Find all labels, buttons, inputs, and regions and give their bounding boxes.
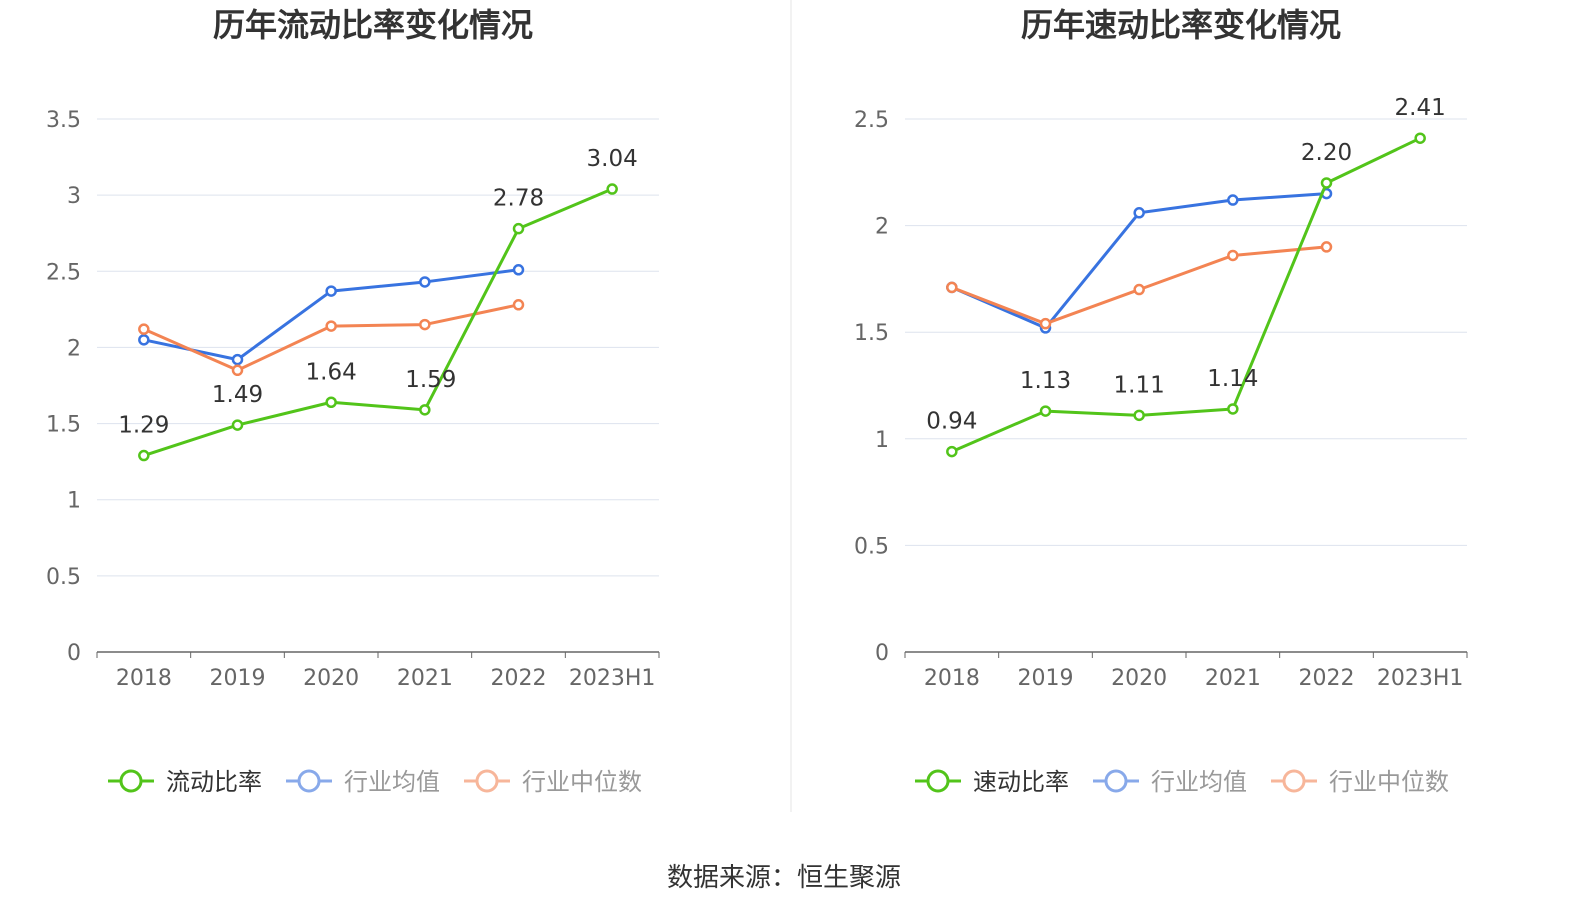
x-tick-label-2020: 2020 (1111, 666, 1167, 691)
chart-right: 历年速动比率变化情况 0 0.5 1 1.5 2 2.5 2018 2019 2020 2021 2… (854, 6, 1468, 796)
x-tick-label-2019: 2019 (1018, 666, 1074, 691)
data-point (1039, 405, 1052, 417)
legend-label: 行业均值 (1151, 768, 1247, 796)
data-point (1227, 249, 1239, 262)
data-label: 1.11 (1114, 372, 1165, 398)
data-label: 1.59 (405, 367, 456, 393)
data-point (138, 334, 150, 346)
y-tick-label: 2 (875, 215, 889, 240)
source-note: 数据来源：恒生聚源 (667, 863, 901, 893)
x-tick-label-2018: 2018 (924, 666, 980, 691)
legend-marker (119, 769, 143, 793)
x-tick-label-2020: 2020 (303, 666, 359, 691)
data-point (1133, 409, 1145, 422)
legend-label: 流动比率 (166, 768, 262, 796)
data-label: 1.29 (118, 413, 169, 439)
y-tick-label: 2.5 (46, 260, 81, 285)
y-tick-label: 1 (875, 428, 889, 453)
y-tick-label: 0.5 (854, 534, 889, 559)
data-label: 1.49 (212, 382, 263, 408)
data-point (419, 404, 431, 416)
data-point (1133, 283, 1145, 296)
legend: 速动比率 行业均值 行业中位数 (915, 768, 1449, 796)
plot-area: 0 0.5 1 1.5 2 2.5 2018 2019 2020 2021 2022 2023H1 0.… (854, 95, 1468, 691)
x-tick-label-2021: 2021 (397, 666, 453, 691)
data-point (325, 285, 337, 297)
legend-marker (475, 769, 499, 793)
data-point (1320, 241, 1333, 253)
data-point (512, 299, 525, 311)
data-point (138, 449, 150, 462)
data-point (1133, 207, 1145, 219)
y-tick-label: 2 (67, 336, 81, 361)
data-point (231, 419, 244, 431)
data-point (946, 281, 958, 294)
y-tick-label: 3 (67, 184, 81, 209)
x-tick-label-2022: 2022 (491, 666, 547, 691)
data-label: 1.13 (1020, 368, 1071, 394)
x-tick-label-2023h1: 2023H1 (569, 666, 656, 691)
y-tick-label: 1 (67, 489, 81, 514)
data-label: 2.41 (1395, 95, 1446, 121)
y-tick-label: 1.5 (46, 413, 81, 438)
data-point (1039, 317, 1052, 330)
data-point (325, 396, 337, 409)
y-tick-label: 0 (875, 641, 889, 666)
chart-title: 历年流动比率变化情况 (213, 6, 533, 44)
data-point (1320, 177, 1333, 189)
legend-label: 行业中位数 (1329, 768, 1449, 796)
data-label: 0.94 (926, 409, 977, 435)
data-point (138, 323, 150, 335)
y-tick-label: 0.5 (46, 565, 81, 590)
data-point (512, 264, 525, 276)
legend-label: 速动比率 (973, 768, 1069, 796)
legend-label: 行业中位数 (522, 768, 642, 796)
series-line---1 (143, 268, 519, 362)
chart-left: 历年流动比率变化情况 0 0.5 1 1.5 2 2.5 3 3.5 2018 2019 2020 2… (46, 6, 660, 796)
data-point (1414, 132, 1426, 144)
series-line---0 (951, 136, 1421, 453)
data-label: 2.78 (493, 186, 544, 212)
legend: 流动比率 行业均值 行业中位数 (108, 768, 642, 796)
data-point (946, 445, 958, 458)
data-point (419, 276, 431, 288)
data-label: 3.04 (587, 146, 638, 172)
data-point (512, 222, 525, 235)
y-tick-label: 0 (67, 641, 81, 666)
legend-marker (1282, 769, 1306, 793)
data-label: 1.14 (1207, 366, 1258, 392)
x-tick-label-2022: 2022 (1299, 666, 1355, 691)
x-tick-label-2019: 2019 (210, 666, 266, 691)
legend-marker (297, 769, 321, 793)
y-tick-label: 3.5 (46, 108, 81, 133)
data-point (419, 318, 431, 331)
x-tick-label-2023h1: 2023H1 (1377, 666, 1464, 691)
data-label: 1.64 (306, 359, 357, 385)
x-tick-label-2021: 2021 (1205, 666, 1261, 691)
y-tick-label: 2.5 (854, 108, 889, 133)
chart-title: 历年速动比率变化情况 (1021, 6, 1341, 44)
data-point (325, 320, 337, 332)
legend-marker (1104, 769, 1128, 793)
data-point (231, 364, 244, 377)
series-line---0 (143, 187, 613, 457)
data-point (606, 183, 618, 195)
plot-area: 0 0.5 1 1.5 2 2.5 3 3.5 2018 2019 2020 2021 2022 2023… (46, 108, 660, 691)
data-point (1227, 194, 1239, 206)
data-label: 2.20 (1301, 140, 1352, 166)
legend-label: 行业均值 (344, 768, 440, 796)
legend-marker (926, 769, 950, 793)
data-point (231, 353, 244, 366)
x-tick-label-2018: 2018 (116, 666, 172, 691)
y-tick-label: 1.5 (854, 321, 889, 346)
data-point (1227, 403, 1239, 415)
